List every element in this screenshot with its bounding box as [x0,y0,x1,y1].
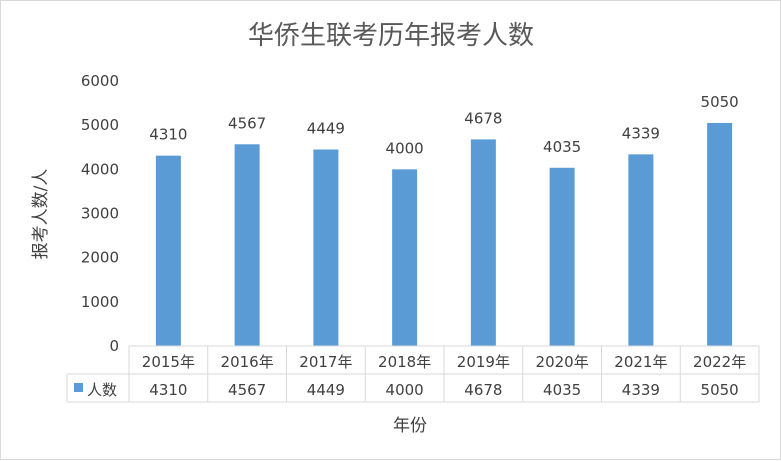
bar [234,144,260,346]
x-category-label: 2018年 [378,353,431,371]
table-value: 4339 [622,381,660,399]
data-label: 4310 [149,126,187,144]
data-label: 4567 [228,114,266,132]
data-label: 4678 [464,109,502,127]
x-category-label: 2022年 [693,353,746,371]
legend-series-name: 人数 [87,381,117,399]
table-value: 4678 [464,381,502,399]
data-table: 2015年 2016年 2017年 2018年 2019年 2020年 2021年 2022年… [66,345,760,403]
data-label: 4339 [622,124,660,142]
x-category-label: 2019年 [457,353,510,371]
y-tick-label: 4000 [81,160,119,178]
table-value: 4000 [386,381,424,399]
bar [470,139,496,346]
bar [707,122,733,346]
legend-swatch [74,383,83,392]
data-label: 4000 [386,139,424,157]
bars-group [155,122,733,346]
y-axis-title: 报考人数/人 [31,169,51,260]
bar [313,149,339,346]
y-tick-label: 1000 [81,293,119,311]
x-category-label: 2016年 [221,353,274,371]
y-tick-label: 5000 [81,116,119,134]
bar [628,154,654,346]
table-value: 4449 [307,381,345,399]
x-category-label: 2017年 [299,353,352,371]
data-label: 4449 [307,120,345,138]
x-category-label: 2021年 [614,353,667,371]
data-label: 4035 [543,138,581,156]
data-labels-group: 4310 4567 4449 4000 4678 4035 4339 5050 [149,93,738,157]
y-axis-ticks: 0 1000 2000 3000 4000 5000 6000 [81,72,119,355]
table-value: 4035 [543,381,581,399]
table-value: 4310 [149,381,187,399]
x-axis-title: 年份 [393,416,427,436]
chart-title: 华侨生联考历年报考人数 [248,21,534,51]
y-tick-label: 2000 [81,249,119,267]
table-value: 4567 [228,381,266,399]
bar [155,155,181,346]
bar [392,169,418,346]
bar [549,167,575,346]
data-label: 5050 [701,93,739,111]
x-category-label: 2020年 [536,353,589,371]
y-tick-label: 0 [109,337,119,355]
y-tick-label: 3000 [81,205,119,223]
y-tick-label: 6000 [81,72,119,90]
x-category-label: 2015年 [142,353,195,371]
table-value: 5050 [701,381,739,399]
